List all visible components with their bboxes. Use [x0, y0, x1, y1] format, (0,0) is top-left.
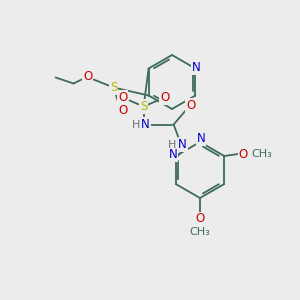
- Text: N: N: [168, 148, 177, 161]
- Text: S: S: [110, 81, 117, 94]
- Text: N: N: [178, 138, 187, 151]
- Text: H: H: [167, 140, 176, 149]
- Text: O: O: [118, 104, 127, 117]
- Text: CH₃: CH₃: [190, 227, 210, 237]
- Text: O: O: [83, 70, 92, 83]
- Text: O: O: [195, 212, 205, 226]
- Text: CH₃: CH₃: [252, 149, 273, 159]
- Text: S: S: [140, 100, 147, 113]
- Text: O: O: [186, 99, 195, 112]
- Text: N: N: [196, 133, 206, 146]
- Text: O: O: [118, 91, 127, 104]
- Text: N: N: [192, 61, 201, 74]
- Text: N: N: [141, 118, 150, 131]
- Text: O: O: [238, 148, 248, 160]
- Text: O: O: [160, 91, 169, 104]
- Text: H: H: [131, 119, 140, 130]
